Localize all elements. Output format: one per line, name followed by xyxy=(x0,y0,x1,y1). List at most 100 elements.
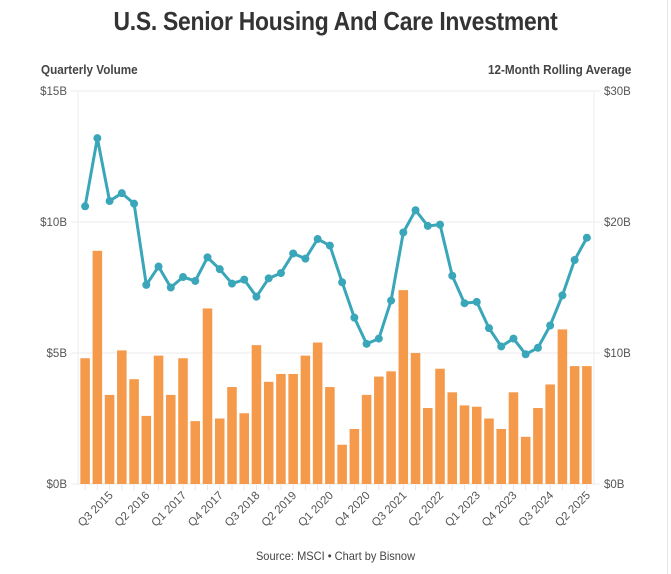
line-point xyxy=(215,265,224,274)
bar xyxy=(129,379,139,484)
line-point xyxy=(399,228,408,237)
x-axis-tick-label: Q3 2021 xyxy=(370,490,410,530)
line-point xyxy=(325,241,334,250)
line-point xyxy=(558,291,567,300)
line-point xyxy=(521,350,530,359)
bar xyxy=(459,405,470,484)
bar xyxy=(190,421,201,484)
line-point xyxy=(436,220,445,229)
bar xyxy=(325,387,335,484)
bar xyxy=(557,329,568,484)
chart-title: U.S. Senior Housing And Care Investment xyxy=(113,6,558,36)
bar xyxy=(92,250,103,484)
x-axis-tick-label: Q4 2017 xyxy=(186,490,226,530)
bar xyxy=(471,406,482,484)
x-axis-tick-label: Q3 2018 xyxy=(223,490,263,530)
line-point xyxy=(130,199,139,208)
line-point xyxy=(387,296,396,305)
bar xyxy=(386,371,396,484)
line-point xyxy=(166,283,175,292)
bar xyxy=(166,394,176,484)
bar xyxy=(80,358,90,484)
line-point xyxy=(252,292,261,301)
right-axis-tick-label: $10B xyxy=(604,348,631,360)
line-point xyxy=(411,206,420,215)
line-point xyxy=(142,280,151,289)
bar xyxy=(496,428,506,484)
left-axis-title: Quarterly Volume xyxy=(41,62,138,77)
line-point xyxy=(338,278,347,287)
x-axis-tick-label: Q2 2022 xyxy=(406,490,446,530)
bar xyxy=(288,373,298,484)
line-series xyxy=(81,134,591,359)
bar xyxy=(104,394,115,484)
bar xyxy=(349,428,360,484)
line-point xyxy=(289,249,298,258)
line-point xyxy=(179,273,188,282)
bar xyxy=(312,342,323,484)
line-point xyxy=(423,221,432,230)
line-point xyxy=(105,197,114,206)
line-point xyxy=(93,134,102,143)
bar xyxy=(153,355,164,484)
bar xyxy=(374,376,384,484)
line-point xyxy=(350,313,359,322)
left-axis-ticks: $0B $5B $10B $15B xyxy=(40,86,67,491)
x-axis-tick-label: Q4 2023 xyxy=(480,490,520,530)
x-axis-tick-label: Q2 2025 xyxy=(553,490,593,530)
line-point xyxy=(301,254,310,263)
line-point xyxy=(191,276,200,285)
bar xyxy=(276,373,286,484)
line-point xyxy=(362,339,371,348)
line-point xyxy=(546,321,555,330)
left-axis-tick-label: $0B xyxy=(47,479,68,491)
left-axis-tick-label: $10B xyxy=(40,217,67,229)
left-axis-tick-label: $5B xyxy=(47,348,68,360)
right-axis-tick-label: $30B xyxy=(604,86,631,98)
bar xyxy=(141,415,152,484)
right-axis-ticks: $0B $10B $20B $30B xyxy=(604,86,631,491)
gridlines xyxy=(71,90,600,485)
bar xyxy=(361,394,372,484)
bar xyxy=(447,392,458,484)
line-point xyxy=(509,334,518,343)
x-axis-tick-label: Q3 2024 xyxy=(517,489,557,529)
bar xyxy=(533,408,543,484)
line-point xyxy=(460,299,469,308)
bar xyxy=(337,444,347,484)
right-axis-tick-label: $20B xyxy=(604,217,631,229)
bar xyxy=(582,366,592,484)
bar xyxy=(508,392,519,484)
line-point xyxy=(582,233,591,242)
bar xyxy=(545,384,555,484)
bar xyxy=(214,418,225,484)
bar xyxy=(398,290,409,484)
bar xyxy=(263,381,274,484)
bar xyxy=(202,308,213,484)
bar xyxy=(410,353,421,484)
line-point xyxy=(533,343,542,352)
bar xyxy=(520,436,531,484)
line-point xyxy=(264,274,273,283)
bar-series xyxy=(80,250,592,484)
bar xyxy=(251,345,262,484)
line-point xyxy=(570,255,579,264)
source-note: Source: MSCI • Chart by Bisnow xyxy=(255,549,416,563)
bar xyxy=(423,408,433,484)
line-point xyxy=(154,262,163,271)
bar xyxy=(435,368,445,484)
line-point xyxy=(484,324,493,333)
line-point xyxy=(276,269,285,278)
line-point xyxy=(497,342,506,351)
line-point xyxy=(472,297,481,306)
x-axis-tick-label: Q2 2016 xyxy=(113,490,153,530)
bar xyxy=(227,387,237,484)
right-axis-tick-label: $0B xyxy=(604,479,625,491)
bar xyxy=(117,350,127,484)
bar xyxy=(484,418,494,484)
line-point xyxy=(313,235,322,244)
x-axis-tick-label: Q1 2017 xyxy=(149,490,189,530)
